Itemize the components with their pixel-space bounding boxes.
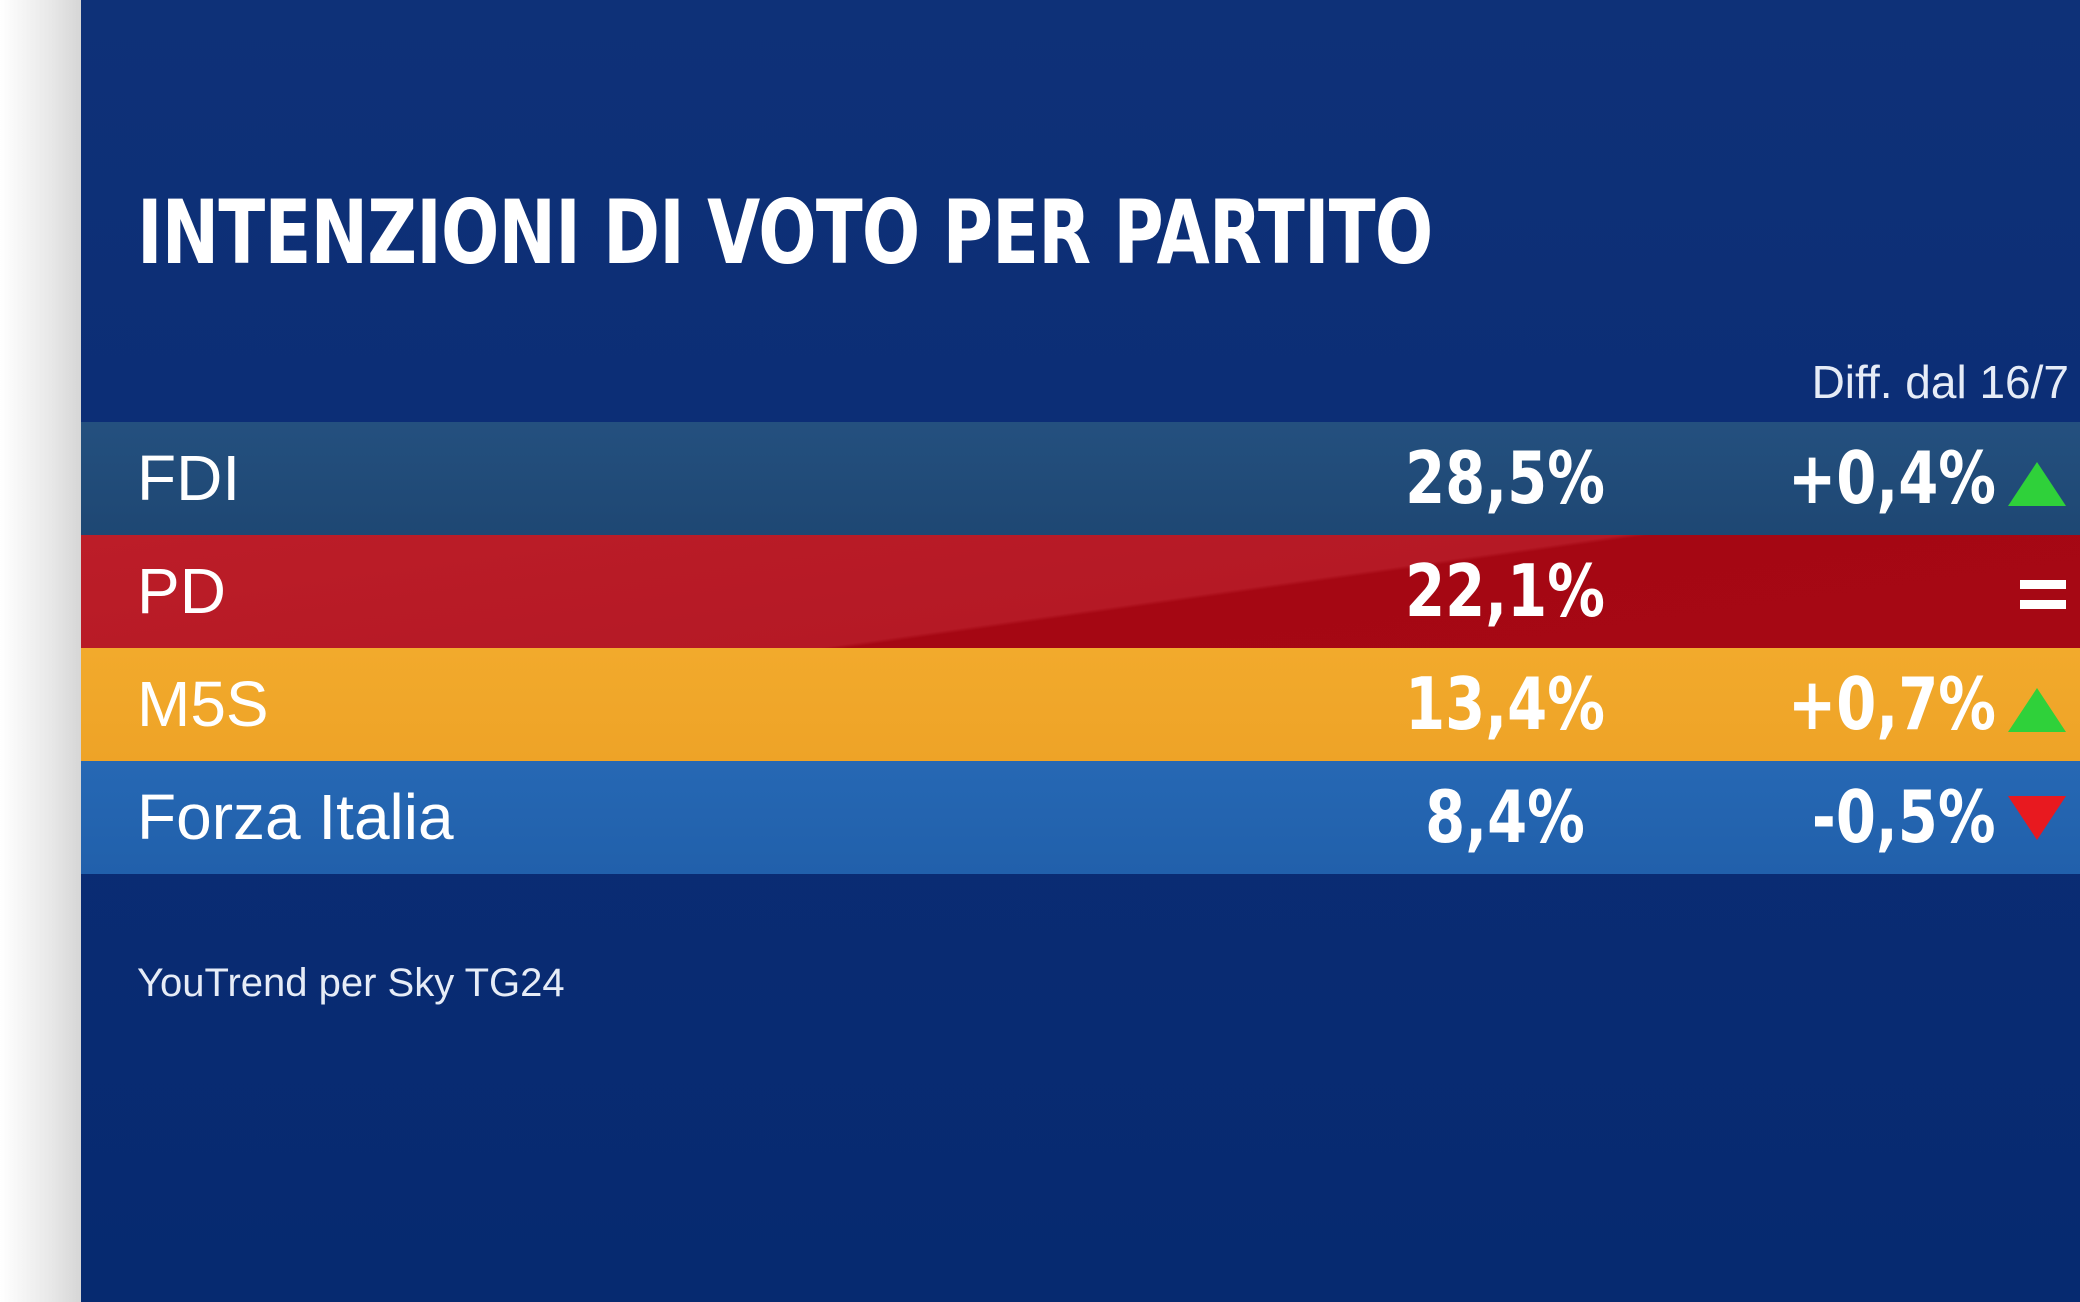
diff-column-header: Diff. dal 16/7 [1811, 356, 2069, 408]
party-name: Forza Italia [137, 781, 454, 853]
triangle-down-icon [2008, 796, 2066, 840]
left-edge-strip [0, 0, 81, 1302]
party-table: FDI 28,5% +0,4% PD 22,1% M5S 13,4% +0,7% [81, 422, 2080, 874]
party-name: PD [137, 555, 226, 627]
diff-value: +0,7% [1787, 662, 1996, 746]
table-row-forza-italia: Forza Italia 8,4% -0,5% [81, 761, 2080, 874]
party-name: M5S [137, 668, 269, 740]
diff-value: -0,5% [1812, 775, 1996, 859]
party-name: FDI [137, 442, 241, 514]
table-row-pd: PD 22,1% [81, 535, 2080, 648]
chart-title: INTENZIONI DI VOTO PER PARTITO [137, 181, 1433, 284]
table-row-fdi: FDI 28,5% +0,4% [81, 422, 2080, 535]
table-row-m5s: M5S 13,4% +0,7% [81, 648, 2080, 761]
vote-share-value: 13,4% [1405, 662, 1605, 746]
vote-share-value: 28,5% [1405, 436, 1605, 520]
source-credit: YouTrend per Sky TG24 [137, 961, 565, 1005]
equal-icon [2008, 573, 2066, 617]
vote-share-value: 22,1% [1405, 549, 1605, 633]
triangle-up-icon [2008, 462, 2066, 506]
vote-share-value: 8,4% [1425, 775, 1585, 859]
diff-value: +0,4% [1787, 436, 1996, 520]
triangle-up-icon [2008, 688, 2066, 732]
